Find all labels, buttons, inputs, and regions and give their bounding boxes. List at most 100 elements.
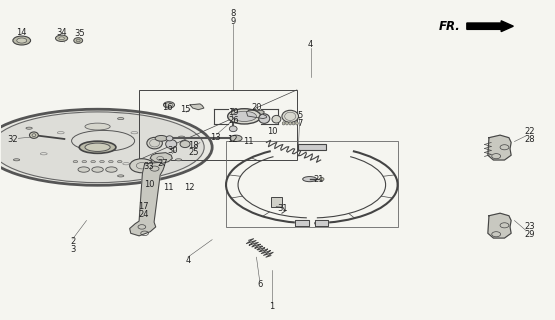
Ellipse shape (292, 122, 295, 125)
Polygon shape (246, 110, 266, 119)
Polygon shape (150, 153, 172, 163)
Text: 4: 4 (185, 257, 190, 266)
Ellipse shape (282, 110, 299, 123)
Polygon shape (295, 220, 309, 226)
Text: 10: 10 (144, 180, 154, 189)
Ellipse shape (0, 109, 212, 185)
Bar (139, 90, 297, 160)
Ellipse shape (118, 175, 124, 177)
Bar (271, 197, 282, 207)
Text: 4: 4 (308, 40, 314, 49)
Ellipse shape (259, 114, 270, 123)
Ellipse shape (155, 135, 167, 141)
Text: 3: 3 (70, 245, 75, 254)
Text: 32: 32 (8, 135, 18, 144)
Ellipse shape (100, 161, 104, 163)
Ellipse shape (118, 117, 124, 120)
Ellipse shape (29, 132, 38, 138)
Ellipse shape (285, 122, 288, 125)
Ellipse shape (166, 140, 176, 148)
Polygon shape (190, 104, 204, 110)
Text: 8: 8 (230, 9, 236, 18)
Ellipse shape (79, 141, 116, 153)
Text: 27: 27 (157, 159, 168, 168)
Text: 12: 12 (227, 135, 238, 144)
Text: 12: 12 (184, 183, 194, 192)
Ellipse shape (59, 37, 64, 40)
Ellipse shape (166, 136, 173, 141)
Text: 19: 19 (228, 108, 239, 117)
Ellipse shape (272, 116, 281, 123)
Ellipse shape (17, 38, 27, 43)
Ellipse shape (320, 178, 324, 181)
Text: 26: 26 (228, 116, 239, 125)
Ellipse shape (118, 161, 122, 163)
Text: 11: 11 (163, 183, 173, 192)
Text: 9: 9 (230, 17, 236, 26)
Ellipse shape (85, 143, 110, 151)
FancyArrow shape (467, 21, 513, 32)
Text: 33: 33 (144, 162, 154, 171)
Ellipse shape (73, 161, 78, 163)
Text: 24: 24 (138, 210, 149, 219)
Ellipse shape (180, 140, 190, 148)
Text: 1: 1 (269, 302, 275, 311)
Ellipse shape (175, 159, 181, 161)
Text: 18: 18 (188, 140, 199, 149)
Ellipse shape (74, 38, 83, 44)
Ellipse shape (164, 102, 174, 108)
Ellipse shape (229, 126, 237, 132)
Bar (226, 141, 397, 227)
Text: 30: 30 (167, 146, 178, 155)
Ellipse shape (13, 159, 20, 161)
Polygon shape (315, 220, 329, 226)
Ellipse shape (13, 36, 31, 45)
Bar (298, 144, 326, 149)
Polygon shape (488, 213, 511, 238)
Ellipse shape (56, 35, 68, 42)
Text: 21: 21 (314, 175, 324, 184)
Ellipse shape (230, 135, 242, 141)
Ellipse shape (85, 123, 110, 130)
Ellipse shape (302, 177, 316, 182)
Ellipse shape (289, 122, 291, 125)
Ellipse shape (232, 111, 256, 122)
Text: 34: 34 (56, 28, 67, 37)
Text: 23: 23 (524, 222, 534, 231)
Ellipse shape (78, 167, 89, 172)
Text: 20: 20 (251, 103, 262, 112)
Ellipse shape (92, 167, 103, 172)
Text: 5: 5 (297, 111, 302, 120)
Circle shape (130, 159, 154, 173)
Text: 6: 6 (257, 280, 263, 289)
Text: 17: 17 (138, 202, 149, 211)
Text: 16: 16 (163, 103, 173, 112)
Text: 22: 22 (524, 127, 534, 136)
Ellipse shape (105, 167, 117, 172)
Text: 15: 15 (180, 105, 190, 114)
Text: 28: 28 (524, 135, 534, 144)
Text: 7: 7 (297, 119, 302, 128)
Ellipse shape (147, 137, 163, 149)
Text: 11: 11 (244, 137, 254, 146)
Ellipse shape (82, 161, 87, 163)
Text: FR.: FR. (438, 20, 460, 33)
Polygon shape (488, 135, 511, 160)
Text: 31: 31 (278, 204, 289, 213)
Ellipse shape (26, 127, 32, 129)
Ellipse shape (91, 161, 95, 163)
Ellipse shape (228, 109, 261, 124)
Text: 29: 29 (524, 230, 534, 239)
Text: 25: 25 (188, 148, 199, 157)
Ellipse shape (282, 122, 285, 125)
Text: 2: 2 (70, 237, 75, 246)
Text: 10: 10 (267, 127, 277, 136)
Text: 13: 13 (210, 132, 221, 141)
Ellipse shape (178, 136, 185, 138)
Ellipse shape (109, 161, 113, 163)
Text: 35: 35 (74, 29, 85, 38)
Ellipse shape (0, 112, 204, 183)
Text: 14: 14 (16, 28, 27, 37)
Polygon shape (130, 162, 165, 236)
Ellipse shape (295, 122, 298, 125)
